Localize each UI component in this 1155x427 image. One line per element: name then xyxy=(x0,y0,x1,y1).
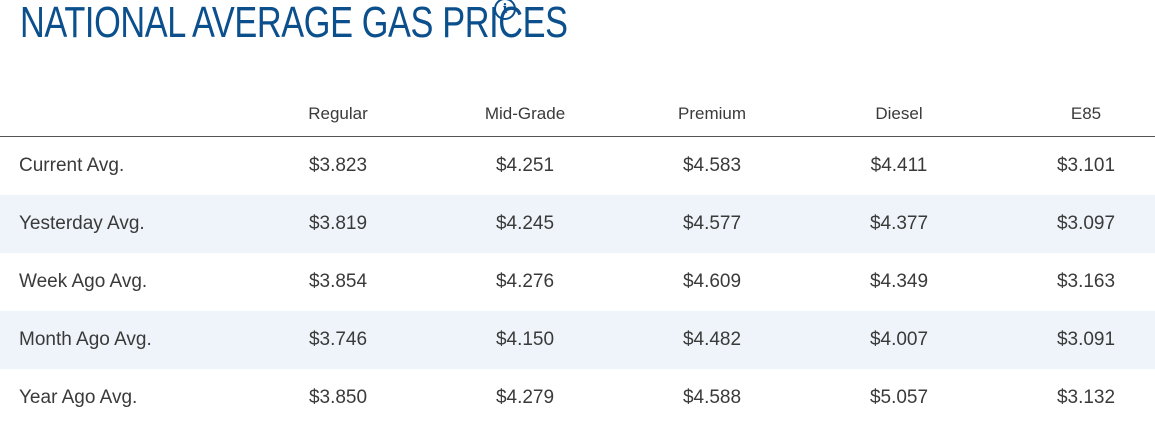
price-cell: $4.377 xyxy=(869,213,929,234)
row-label: Month Ago Avg. xyxy=(19,329,152,350)
price-cell: $3.097 xyxy=(1056,213,1116,234)
row-label: Yesterday Avg. xyxy=(19,213,145,234)
row-label: Year Ago Avg. xyxy=(19,387,138,408)
price-cell: $3.101 xyxy=(1056,155,1116,176)
table-row: Month Ago Avg. $3.746 $4.150 $4.482 $4.0… xyxy=(0,311,1155,369)
info-icon[interactable]: i xyxy=(494,0,516,20)
price-cell: $4.588 xyxy=(682,387,742,408)
column-header-diesel: Diesel xyxy=(875,104,923,123)
price-cell: $4.577 xyxy=(682,213,742,234)
price-cell: $3.132 xyxy=(1056,387,1116,408)
price-cell: $3.163 xyxy=(1056,271,1116,292)
price-cell: $5.057 xyxy=(869,387,929,408)
price-cell: $4.609 xyxy=(682,271,742,292)
table-row: Yesterday Avg. $3.819 $4.245 $4.577 $4.3… xyxy=(0,195,1155,253)
price-cell: $4.482 xyxy=(682,329,742,350)
table-row: Current Avg. $3.823 $4.251 $4.583 $4.411… xyxy=(0,137,1155,195)
table-header: Regular Mid-Grade Premium Diesel E85 xyxy=(0,90,1155,137)
table-row: Week Ago Avg. $3.854 $4.276 $4.609 $4.34… xyxy=(0,253,1155,311)
price-cell: $4.276 xyxy=(495,271,555,292)
price-cell: $3.091 xyxy=(1056,329,1116,350)
price-cell: $4.411 xyxy=(870,155,928,176)
price-cell: $4.279 xyxy=(495,387,555,408)
price-cell: $4.583 xyxy=(682,155,742,176)
price-cell: $3.746 xyxy=(308,329,368,350)
price-cell: $3.854 xyxy=(308,271,368,292)
table-row: Year Ago Avg. $3.850 $4.279 $4.588 $5.05… xyxy=(0,369,1155,427)
price-cell: $4.007 xyxy=(869,329,929,350)
price-cell: $3.850 xyxy=(308,387,368,408)
row-label: Week Ago Avg. xyxy=(19,271,148,292)
price-cell: $4.251 xyxy=(495,155,555,176)
price-cell: $3.823 xyxy=(308,155,368,176)
gas-prices-table: Regular Mid-Grade Premium Diesel E85 Cur… xyxy=(0,90,1155,427)
column-header-e85: E85 xyxy=(1070,104,1102,123)
column-header-mid-grade: Mid-Grade xyxy=(484,104,566,123)
row-label: Current Avg. xyxy=(19,155,125,176)
column-header-premium: Premium xyxy=(677,104,746,123)
price-cell: $4.150 xyxy=(495,329,555,350)
page-title: NATIONAL AVERAGE GAS PRICES xyxy=(20,0,568,47)
price-cell: $3.819 xyxy=(308,213,368,234)
price-cell: $4.349 xyxy=(869,271,929,292)
column-header-regular: Regular xyxy=(308,104,368,123)
page-header: NATIONAL AVERAGE GAS PRICES i xyxy=(20,0,620,50)
price-cell: $4.245 xyxy=(495,213,555,234)
